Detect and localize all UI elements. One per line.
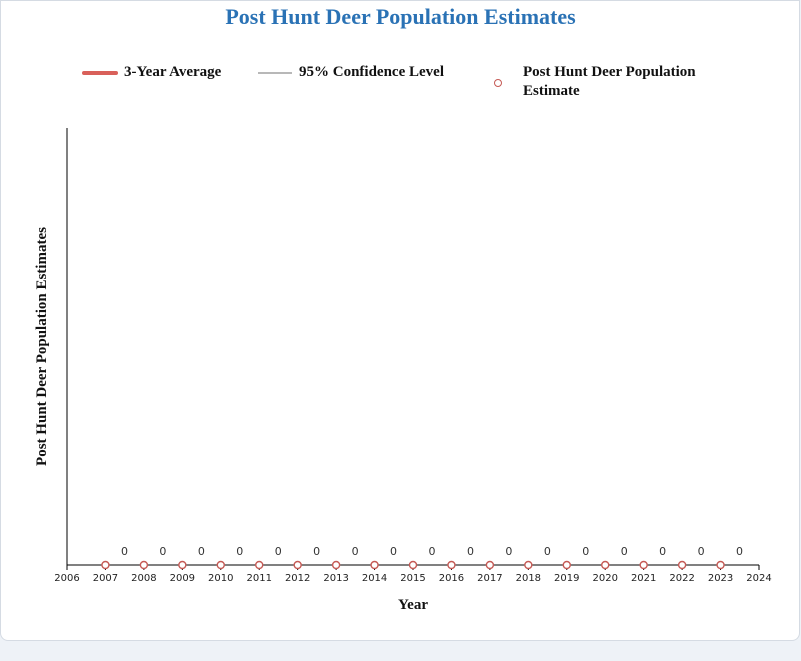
data-point-estimate <box>601 560 610 570</box>
x-tick-label: 2006 <box>54 573 79 584</box>
x-tick-label: 2015 <box>400 573 425 584</box>
data-label: 0 <box>121 545 128 558</box>
x-tick-label: 2018 <box>516 573 541 584</box>
x-tick-label: 2007 <box>93 573 118 584</box>
x-tick-label: 2011 <box>246 573 271 584</box>
data-point-estimate <box>677 560 687 570</box>
data-point-estimate <box>524 560 533 570</box>
x-axis-title: Year <box>398 597 428 613</box>
legend-label-estimate-line2: Estimate <box>523 83 580 99</box>
data-label: 0 <box>582 545 589 558</box>
data-point-estimate <box>639 560 648 570</box>
data-label: 0 <box>736 545 743 558</box>
x-tick-label: 2013 <box>323 573 348 584</box>
data-label: 0 <box>505 545 512 558</box>
chart-title: Post Hunt Deer Population Estimates <box>225 4 576 29</box>
x-tick-label: 2010 <box>208 573 233 584</box>
data-label: 0 <box>544 545 551 558</box>
data-label: 0 <box>352 545 359 558</box>
y-axis-title: Post Hunt Deer Population Estimates <box>34 227 50 466</box>
x-tick-label: 2023 <box>708 573 733 584</box>
data-label: 0 <box>659 545 666 558</box>
data-label: 0 <box>313 545 320 558</box>
legend-swatch-confidence <box>258 72 292 74</box>
data-point-estimate <box>331 560 341 570</box>
x-tick-label: 2017 <box>477 573 502 584</box>
data-point-estimate <box>408 560 418 570</box>
x-tick-label: 2022 <box>669 573 694 584</box>
page-background <box>0 641 801 661</box>
x-tick-label: 2012 <box>285 573 310 584</box>
data-label: 0 <box>429 545 436 558</box>
data-label: 0 <box>198 545 205 558</box>
x-tick-label: 2021 <box>631 573 656 584</box>
chart-panel <box>0 0 800 641</box>
data-point-estimate <box>255 560 264 570</box>
legend-swatch-average <box>82 71 118 75</box>
x-tick-label: 2008 <box>131 573 156 584</box>
legend-label-estimate-line1: Post Hunt Deer Population <box>523 64 696 80</box>
data-point-estimate <box>562 560 571 570</box>
x-tick-label: 2009 <box>170 573 195 584</box>
data-label: 0 <box>159 545 166 558</box>
data-label: 0 <box>467 545 474 558</box>
data-point-estimate <box>101 560 110 570</box>
data-point-estimate <box>216 560 225 570</box>
x-tick-label: 2019 <box>554 573 579 584</box>
data-point-estimate <box>178 560 187 570</box>
data-label: 0 <box>621 545 628 558</box>
data-point-estimate <box>716 560 725 570</box>
legend-label-confidence: 95% Confidence Level <box>299 64 444 80</box>
data-label: 0 <box>698 545 705 558</box>
data-point-estimate <box>485 560 495 570</box>
legend-label-average: 3-Year Average <box>124 64 222 80</box>
x-tick-label: 2014 <box>362 573 387 584</box>
x-tick-label: 2020 <box>592 573 617 584</box>
x-tick-label: 2024 <box>746 573 771 584</box>
data-point-estimate <box>447 560 456 570</box>
data-point-estimate <box>370 560 379 570</box>
data-label: 0 <box>390 545 397 558</box>
data-point-estimate <box>293 560 302 570</box>
data-point-estimate <box>139 560 149 570</box>
x-tick-label: 2016 <box>439 573 464 584</box>
legend-marker-estimate <box>494 79 502 87</box>
data-label: 0 <box>275 545 282 558</box>
data-label: 0 <box>236 545 243 558</box>
